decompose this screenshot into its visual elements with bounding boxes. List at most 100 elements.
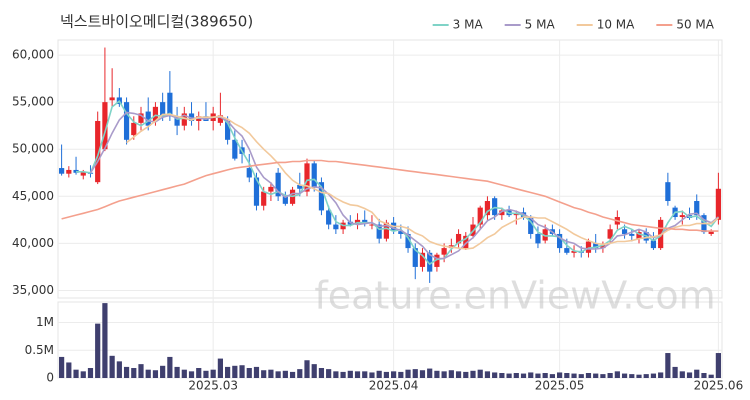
candle-body (268, 186, 274, 192)
volume-bar (686, 372, 693, 378)
candle-body (138, 113, 144, 123)
legend-item: 10 MA (576, 18, 635, 32)
volume-bar (369, 372, 375, 378)
candle-body (253, 177, 260, 206)
volume-bar (123, 366, 130, 378)
volume-bar (232, 365, 238, 378)
candle-body (571, 250, 577, 253)
legend-item: 5 MA (504, 18, 555, 32)
candle-body (282, 196, 288, 204)
candle-body (59, 168, 65, 174)
volume-bar (59, 356, 65, 378)
y-tick-label: 60,000 (12, 48, 54, 62)
volume-bar (708, 374, 714, 378)
volume-bar (715, 353, 721, 378)
candle-body (650, 240, 657, 249)
candle-body (542, 229, 548, 241)
x-tick-label: 2025.04 (369, 379, 419, 393)
volume-bar (376, 370, 382, 378)
volume-bar (405, 369, 411, 378)
watermark: feature.enViewV.com (314, 274, 715, 318)
volume-bar (304, 360, 310, 378)
candle-body (427, 252, 433, 272)
candle-body (225, 120, 231, 140)
candle-body (80, 171, 86, 176)
volume-bar (600, 374, 606, 378)
candle-body (95, 120, 101, 183)
volume-bar (239, 365, 245, 378)
volume-bar (138, 364, 144, 378)
volume-bar (167, 356, 173, 378)
volume-bar (225, 366, 231, 378)
candle-body (455, 233, 462, 244)
candle-body (152, 106, 159, 121)
volume-bar (188, 371, 195, 378)
volume-bar (347, 370, 353, 378)
x-tick-label: 2025.06 (694, 379, 744, 393)
candle-body (311, 163, 317, 187)
candle-body (304, 163, 310, 192)
volume-bar (585, 373, 592, 378)
candle-body (477, 207, 483, 225)
volume-bar (672, 366, 678, 378)
candle-body (66, 169, 72, 174)
candle-body (434, 254, 440, 267)
volume-bar (145, 369, 151, 378)
volume-bar (535, 373, 541, 378)
volume-bar (160, 365, 166, 378)
candle-body (607, 229, 613, 239)
volume-bar (210, 369, 216, 378)
candle-body (679, 215, 685, 218)
candle-body (318, 182, 325, 211)
volume-bar (636, 374, 642, 378)
volume-bar (383, 371, 389, 378)
plot-area (57, 39, 723, 299)
volume-bar (398, 371, 404, 378)
volume-bar (520, 373, 527, 378)
volume-bar (261, 370, 267, 378)
volume-bar (658, 372, 664, 378)
volume-bar (217, 358, 223, 378)
legend-label: 50 MA (676, 18, 714, 32)
candle-body (636, 232, 642, 239)
x-tick-label: 2025.03 (188, 379, 238, 393)
volume-bar (528, 372, 534, 378)
volume-bar (354, 371, 361, 378)
candle-body (123, 102, 130, 140)
candle-body (600, 245, 606, 249)
volume-bar (80, 371, 86, 378)
volume-bar (571, 373, 577, 378)
volume-bar (152, 370, 159, 378)
volume-bar (289, 371, 296, 378)
volume-bar (340, 371, 346, 378)
candle-body (188, 113, 195, 121)
volume-bar (484, 371, 491, 378)
candle-body (492, 198, 498, 216)
volume-bar (549, 374, 555, 378)
y-tick-label: 55,000 (12, 95, 54, 109)
candle-body (629, 233, 635, 236)
candle-body (275, 172, 281, 197)
volume-bar (116, 361, 122, 378)
volume-bar (318, 368, 325, 378)
volume-bar (268, 369, 274, 378)
candle-body (412, 248, 418, 267)
legend-label: 10 MA (597, 18, 635, 32)
candle-body (593, 243, 599, 249)
candle-body (297, 185, 303, 189)
candle-body (160, 102, 166, 117)
volume-bar (427, 368, 433, 378)
volume-bar (203, 370, 209, 378)
candle-body (131, 122, 137, 136)
volume-bar (665, 353, 671, 378)
volume-bar (131, 368, 137, 378)
volume-bar (311, 364, 317, 378)
candle-body (513, 213, 519, 216)
volume-bar (196, 368, 202, 378)
candle-body (715, 188, 721, 220)
candle-body (232, 139, 238, 159)
volume-bar (643, 374, 649, 378)
volume-bar (621, 373, 628, 378)
volume-bar (607, 373, 613, 378)
candle-body (564, 248, 570, 253)
